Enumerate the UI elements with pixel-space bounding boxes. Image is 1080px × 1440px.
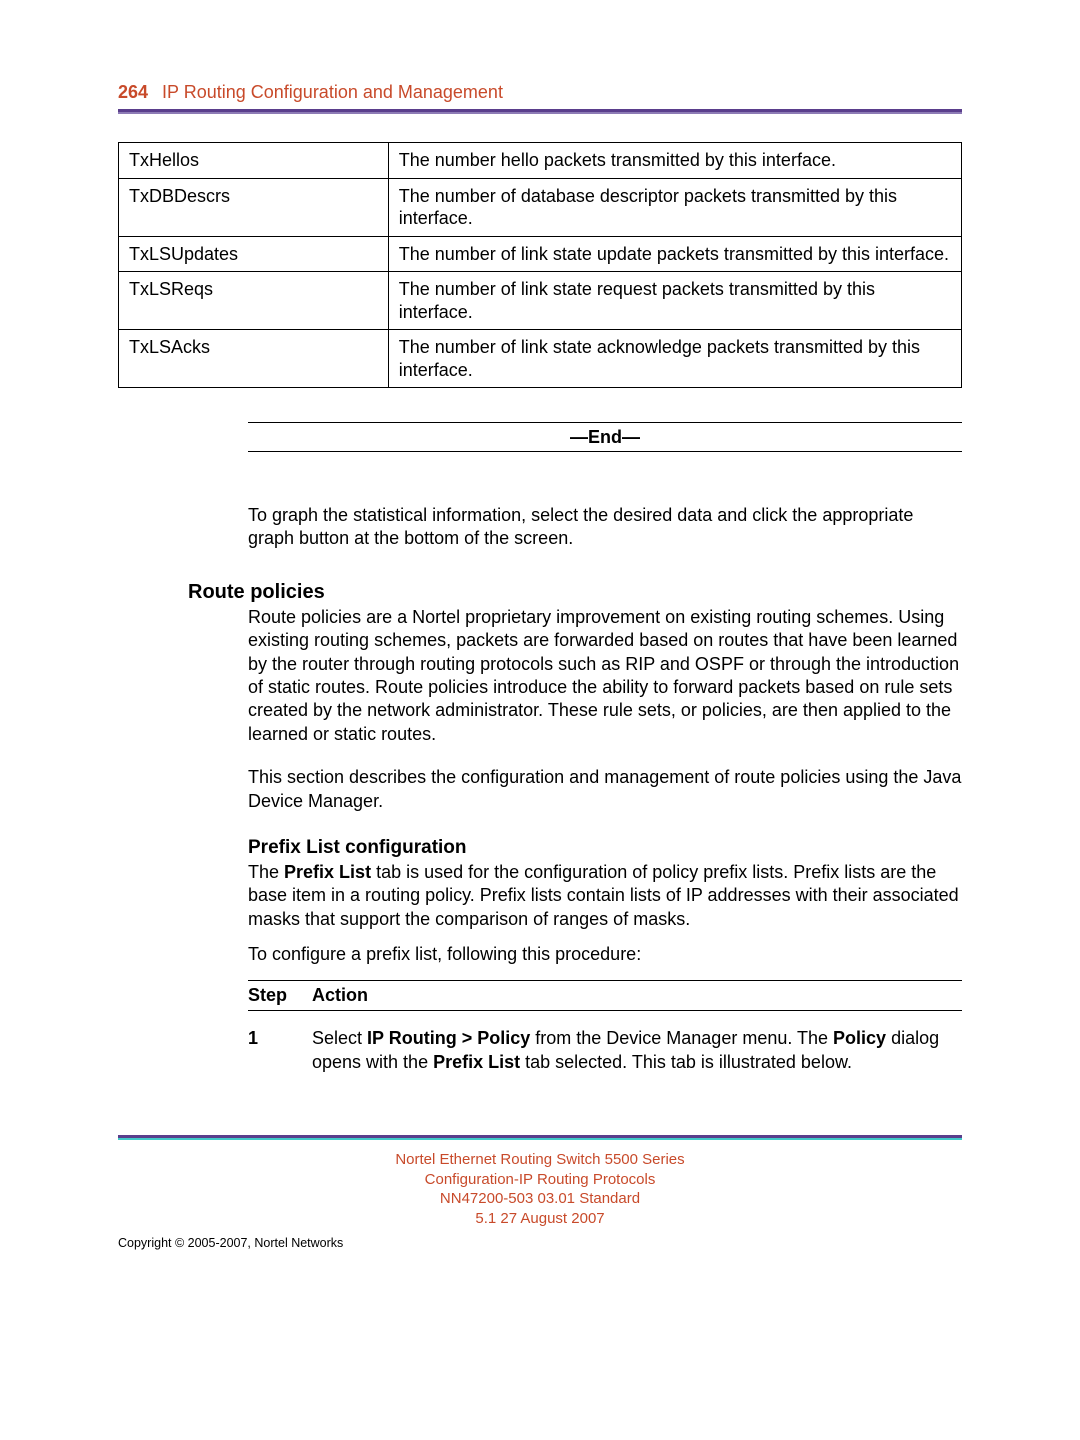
footer-line-2: Configuration-IP Routing Protocols [118,1170,962,1190]
footer-line-4: 5.1 27 August 2007 [118,1209,962,1229]
step-col-label: Step [248,985,312,1006]
desc-cell: The number of database descriptor packet… [388,178,961,236]
prefix-list-p2: To configure a prefix list, following th… [248,943,962,966]
step-header: Step Action [248,981,962,1010]
table-row: TxLSUpdates The number of link state upd… [119,236,962,272]
table-row: TxDBDescrs The number of database descri… [119,178,962,236]
document-page: 264 IP Routing Configuration and Managem… [0,0,1080,1074]
term-cell: TxHellos [119,143,389,179]
route-policies-heading: Route policies [188,581,962,604]
header-rule [118,109,962,114]
footer-rule [118,1135,962,1140]
table-row: TxLSAcks The number of link state acknow… [119,330,962,388]
action-col-label: Action [312,985,368,1006]
bold-text: Prefix List [284,862,371,882]
step-text: Select IP Routing > Policy from the Devi… [312,1027,962,1074]
term-cell: TxLSReqs [119,272,389,330]
bold-text: Prefix List [433,1052,520,1072]
desc-cell: The number of link state request packets… [388,272,961,330]
page-number: 264 [118,82,148,103]
definitions-table: TxHellos The number hello packets transm… [118,142,962,388]
term-cell: TxLSAcks [119,330,389,388]
end-rule-top [248,422,962,423]
step-rule-bottom [248,1010,962,1011]
desc-cell: The number hello packets transmitted by … [388,143,961,179]
step-1-row: 1 Select IP Routing > Policy from the De… [248,1027,962,1074]
footer-text: Nortel Ethernet Routing Switch 5500 Seri… [118,1150,962,1228]
text: The [248,862,284,882]
route-policies-p2: This section describes the configuration… [248,766,962,813]
route-policies-p1: Route policies are a Nortel proprietary … [248,606,962,746]
step-number: 1 [248,1027,312,1074]
end-rule-bottom [248,451,962,452]
term-cell: TxLSUpdates [119,236,389,272]
table-row: TxHellos The number hello packets transm… [119,143,962,179]
desc-cell: The number of link state update packets … [388,236,961,272]
footer-line-3: NN47200-503 03.01 Standard [118,1189,962,1209]
header-title: IP Routing Configuration and Management [162,82,503,103]
copyright-text: Copyright © 2005-2007, Nortel Networks [118,1236,343,1250]
text: Select [312,1028,367,1048]
page-footer: Nortel Ethernet Routing Switch 5500 Seri… [118,1135,962,1228]
bold-text: Policy [833,1028,886,1048]
bold-text: IP Routing > Policy [367,1028,530,1048]
prefix-list-p1: The Prefix List tab is used for the conf… [248,861,962,931]
text: from the Device Manager menu. The [530,1028,833,1048]
graph-paragraph: To graph the statistical information, se… [248,504,962,551]
table-row: TxLSReqs The number of link state reques… [119,272,962,330]
term-cell: TxDBDescrs [119,178,389,236]
step-header-block: Step Action [248,980,962,1011]
prefix-list-heading: Prefix List configuration [248,837,962,859]
text: tab selected. This tab is illustrated be… [520,1052,852,1072]
end-label: —End— [248,427,962,451]
desc-cell: The number of link state acknowledge pac… [388,330,961,388]
footer-line-1: Nortel Ethernet Routing Switch 5500 Seri… [118,1150,962,1170]
running-header: 264 IP Routing Configuration and Managem… [118,82,962,103]
end-block: —End— [248,422,962,452]
